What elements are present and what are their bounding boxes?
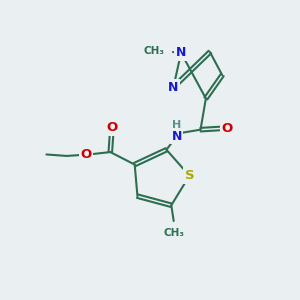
Text: O: O	[106, 121, 117, 134]
Text: S: S	[184, 169, 194, 182]
Text: O: O	[80, 148, 92, 161]
Text: N: N	[168, 81, 178, 94]
Text: CH₃: CH₃	[144, 46, 165, 56]
Text: O: O	[222, 122, 233, 135]
Text: N: N	[172, 130, 182, 143]
Text: H: H	[172, 120, 182, 130]
Text: N: N	[176, 46, 186, 59]
Text: CH₃: CH₃	[164, 228, 185, 239]
